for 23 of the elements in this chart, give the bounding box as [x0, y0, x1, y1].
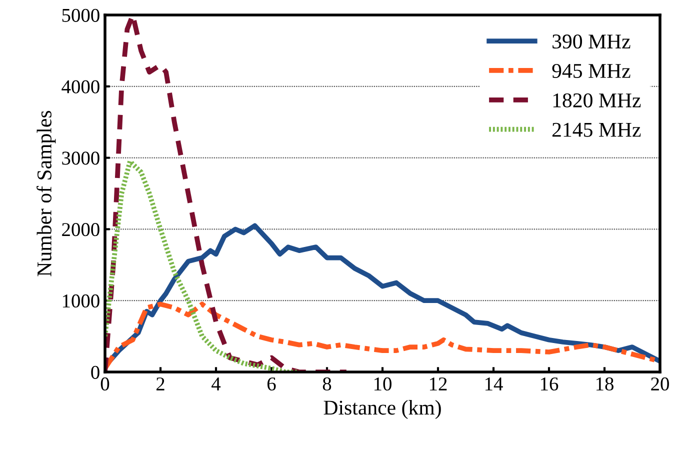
x-tick-label: 14 [485, 378, 503, 390]
y-tick-label: 0 [91, 366, 100, 379]
y-tick-label: 1000 [62, 294, 100, 308]
y-tick-label: 4000 [62, 80, 100, 94]
x-tick-label: 16 [540, 377, 558, 391]
y-tick-label: 2000 [62, 223, 100, 236]
x-tick-label: 6 [267, 377, 276, 391]
legend-label: 390 MHz [552, 34, 630, 49]
y-tick-label: 5000 [62, 8, 100, 22]
x-tick-label: 2 [156, 377, 164, 390]
x-tick-label: 10 [374, 377, 392, 391]
legend-label: 945 MHz [552, 64, 630, 78]
y-axis-title: Number of Samples [36, 110, 56, 276]
x-tick-label: 18 [596, 377, 614, 391]
legend-label: 1820 MHz [553, 93, 641, 108]
x-tick-label: 8 [322, 377, 332, 391]
x-tick-label: 20 [651, 377, 669, 391]
x-tick-label: 4 [212, 378, 221, 390]
x-axis-title: Distance (km) [324, 400, 441, 419]
x-tick-label: 12 [430, 377, 447, 390]
legend-label: 2145 MHz [552, 122, 641, 137]
x-tick-label: 0 [100, 377, 110, 391]
y-tick-label: 3000 [62, 152, 100, 165]
